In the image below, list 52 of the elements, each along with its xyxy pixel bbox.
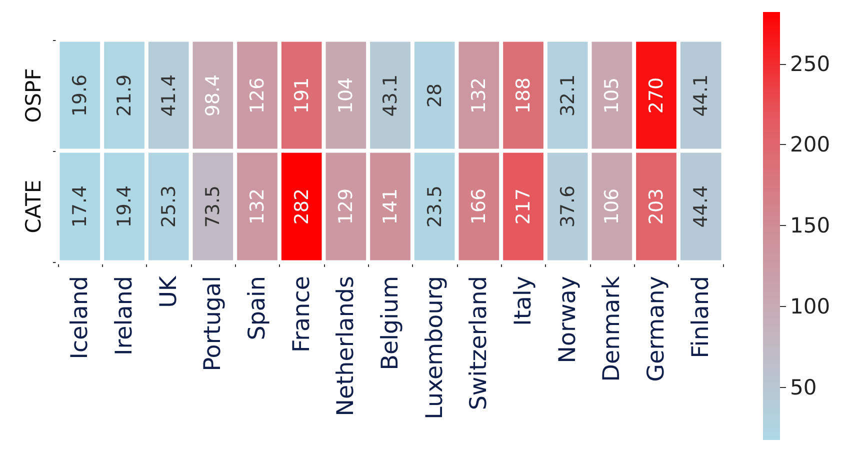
data-label: 43.1 [380,74,402,117]
data-label: 126 [246,77,268,114]
data-label: 132 [246,188,268,225]
color-bar-label: 150 [790,214,830,238]
x-tick-label: Spain [244,276,270,340]
color-bar-label: 50 [790,375,817,400]
data-label: 25.3 [158,185,180,228]
data-label: 217 [512,188,534,225]
data-label: 19.4 [114,185,136,228]
x-tick-label: Ireland [112,276,138,356]
x-tick-label: Netherlands [333,276,360,416]
data-label: 105 [601,77,624,114]
data-label: 270 [646,77,668,114]
x-tick-label: Finland [688,276,714,358]
data-label: 28 [424,83,446,108]
data-label: 166 [468,188,490,225]
data-label: 106 [601,188,624,225]
x-tick-label: Switzerland [466,276,492,410]
data-label: 188 [512,77,534,114]
data-label: 37.6 [556,185,579,228]
data-label: 104 [335,77,358,114]
x-tick-label: Norway [554,276,581,364]
data-label: 203 [646,188,668,225]
x-tick-label: UK [156,275,182,308]
data-label: 141 [380,188,402,225]
data-label: 132 [468,77,490,114]
data-label: 73.5 [202,185,224,228]
color-bar-label: 200 [790,132,830,157]
x-tick-label: Italy [510,276,536,326]
data-label: 17.4 [69,185,92,228]
data-label: 41.4 [158,74,180,117]
data-label: 19.6 [69,74,92,117]
data-label: 191 [290,77,313,114]
x-tick-label: Iceland [67,276,94,360]
data-label: 129 [335,188,358,225]
x-tick-label: Portugal [200,276,226,372]
data-label: 98.4 [202,74,224,117]
x-tick-label: Denmark [599,275,626,382]
data-label: 32.1 [556,74,579,117]
x-tick-label: Germany [644,276,670,382]
data-label: 44.1 [690,74,712,117]
data-label: 44.4 [690,185,712,228]
y-tick-label: CATE [22,180,46,234]
data-label: 282 [290,188,313,225]
color-bar-label: 100 [790,294,830,318]
x-tick-label: Luxembourg [422,276,448,420]
y-tick-label: OSPF [22,68,46,123]
x-tick-label: France [288,276,315,352]
color-bar-label: 250 [790,52,830,76]
x-tick-label: Belgium [378,276,404,370]
data-label: 23.5 [424,185,446,228]
data-label: 21.9 [114,74,136,117]
